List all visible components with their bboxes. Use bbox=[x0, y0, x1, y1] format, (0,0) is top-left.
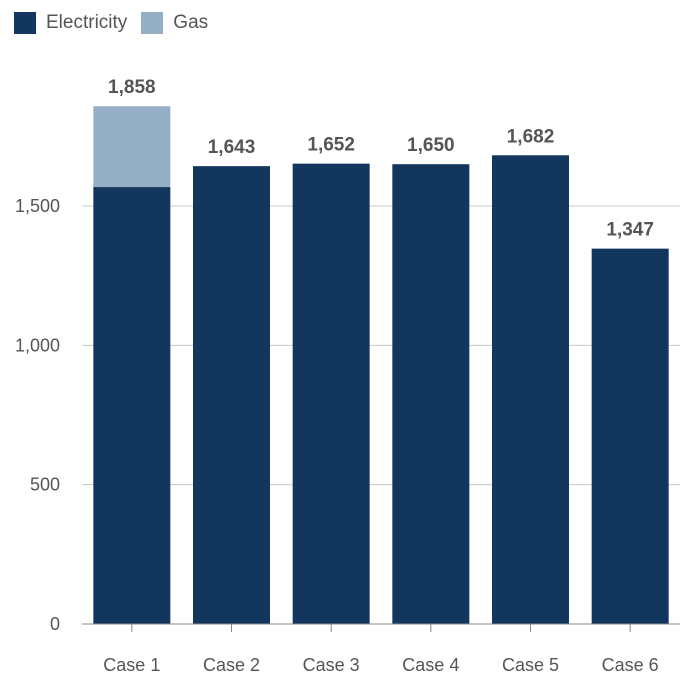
legend-item-gas: Gas bbox=[141, 12, 208, 34]
x-tick-label: Case 3 bbox=[303, 655, 360, 675]
legend-item-electricity: Electricity bbox=[14, 12, 127, 34]
bar-electricity bbox=[392, 164, 470, 624]
bar-total-label: 1,650 bbox=[407, 135, 455, 156]
y-tick-label: 1,500 bbox=[15, 196, 60, 216]
legend-label-electricity: Electricity bbox=[46, 12, 128, 33]
chart-legend: Electricity Gas bbox=[14, 12, 208, 34]
bar-electricity bbox=[591, 248, 669, 625]
bar-total-label: 1,643 bbox=[208, 137, 256, 158]
bar-total-label: 1,858 bbox=[108, 77, 156, 98]
bar-electricity bbox=[292, 163, 370, 624]
bar-electricity bbox=[492, 155, 569, 625]
y-tick-label: 0 bbox=[50, 614, 60, 634]
bar-gas bbox=[93, 106, 171, 188]
bar-electricity bbox=[193, 166, 270, 624]
bar-electricity bbox=[93, 187, 171, 624]
legend-swatch-electricity bbox=[14, 12, 36, 34]
x-tick-label: Case 5 bbox=[502, 655, 559, 675]
y-tick-label: 500 bbox=[30, 475, 60, 495]
bar-total-label: 1,682 bbox=[507, 126, 555, 147]
x-tick-label: Case 2 bbox=[203, 655, 260, 675]
bar-total-label: 1,652 bbox=[307, 135, 355, 156]
bar-total-label: 1,347 bbox=[606, 220, 654, 241]
y-tick-label: 1,000 bbox=[15, 335, 60, 355]
x-tick-label: Case 4 bbox=[402, 655, 459, 675]
legend-swatch-gas bbox=[141, 12, 164, 34]
x-tick-label: Case 6 bbox=[602, 655, 659, 675]
x-tick-label: Case 1 bbox=[103, 655, 160, 675]
legend-label-gas: Gas bbox=[173, 12, 209, 33]
